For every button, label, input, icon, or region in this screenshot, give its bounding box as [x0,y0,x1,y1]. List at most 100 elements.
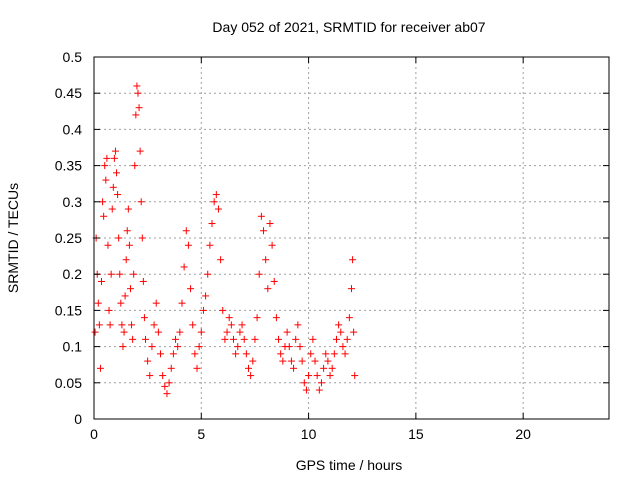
data-point [140,314,148,322]
data-point [102,176,110,184]
data-point [137,198,145,206]
data-point [232,350,240,358]
data-point [317,379,325,387]
data-point [174,343,182,351]
data-point [197,328,205,336]
data-point [122,256,130,264]
data-point [251,335,259,343]
data-point [129,335,137,343]
data-point [309,335,317,343]
data-point [104,241,112,249]
data-point [138,234,146,242]
data-point [193,364,201,372]
data-point [139,277,147,285]
data-point [184,241,192,249]
data-point [111,147,119,155]
data-point [144,357,152,365]
data-point [272,314,280,322]
data-point [176,328,184,336]
data-point [214,205,222,213]
chart-title: Day 052 of 2021, SRMTID for receiver ab0… [212,19,485,35]
data-point [296,343,304,351]
axis-ticks [93,56,609,420]
x-tick-label: 5 [197,426,205,442]
data-point [279,357,287,365]
data-point [91,328,99,336]
data-point [328,364,336,372]
data-point [167,364,175,372]
data-point [169,350,177,358]
y-tick-label: 0.05 [55,375,82,391]
y-tick-label: 0.3 [63,194,83,210]
data-point [245,364,252,372]
data-point [157,350,165,358]
data-point [208,220,216,228]
data-point [348,285,355,293]
data-point [204,270,212,278]
data-point [199,306,207,314]
y-tick-label: 0.1 [63,339,83,355]
data-point [223,328,231,336]
data-point [120,328,128,336]
data-point [305,372,313,380]
data-point [302,386,310,394]
data-point [103,154,111,162]
data-point [234,343,242,351]
data-point [249,357,257,365]
data-point [219,306,227,314]
data-point [136,147,144,155]
data-point [335,321,343,329]
y-tick-label: 0.45 [55,85,82,101]
data-point [268,241,276,249]
data-point [117,299,125,307]
data-point [123,227,131,235]
data-point [217,256,225,264]
x-tick-label: 10 [301,426,317,442]
data-point [189,321,197,329]
data-point [260,227,268,235]
data-point [320,364,328,372]
data-point [294,321,302,329]
data-point [206,241,214,249]
data-point [262,256,270,264]
data-point [187,285,195,293]
data-point [330,350,338,358]
data-point [150,321,158,329]
data-point [324,357,332,365]
data-point [210,198,218,206]
data-point [118,321,126,329]
data-point [133,82,141,90]
data-point [142,335,149,343]
data-point [180,263,188,271]
data-point [94,299,102,307]
data-point [240,335,248,343]
y-tick-label: 0.25 [55,230,82,246]
data-point [121,292,129,300]
data-point [290,364,298,372]
data-point [221,335,229,343]
data-point [148,343,156,351]
data-point [128,321,136,329]
x-axis-label: GPS time / hours [296,457,403,473]
x-tick-label: 15 [408,426,424,442]
data-point [332,335,340,343]
data-point [337,328,345,336]
data-point [163,390,171,398]
data-point [165,379,173,387]
data-point [285,343,293,351]
data-point [152,299,160,307]
data-point [264,285,272,293]
data-point [270,277,278,285]
data-point [98,277,106,285]
data-point [236,328,244,336]
data-point [351,372,359,380]
data-point [95,321,103,329]
data-point [134,89,142,97]
data-point [107,270,115,278]
data-point [116,270,124,278]
data-point [191,350,199,358]
data-point [257,212,265,220]
y-tick-label: 0.5 [63,49,83,65]
data-point [182,227,190,235]
data-point [130,270,138,278]
